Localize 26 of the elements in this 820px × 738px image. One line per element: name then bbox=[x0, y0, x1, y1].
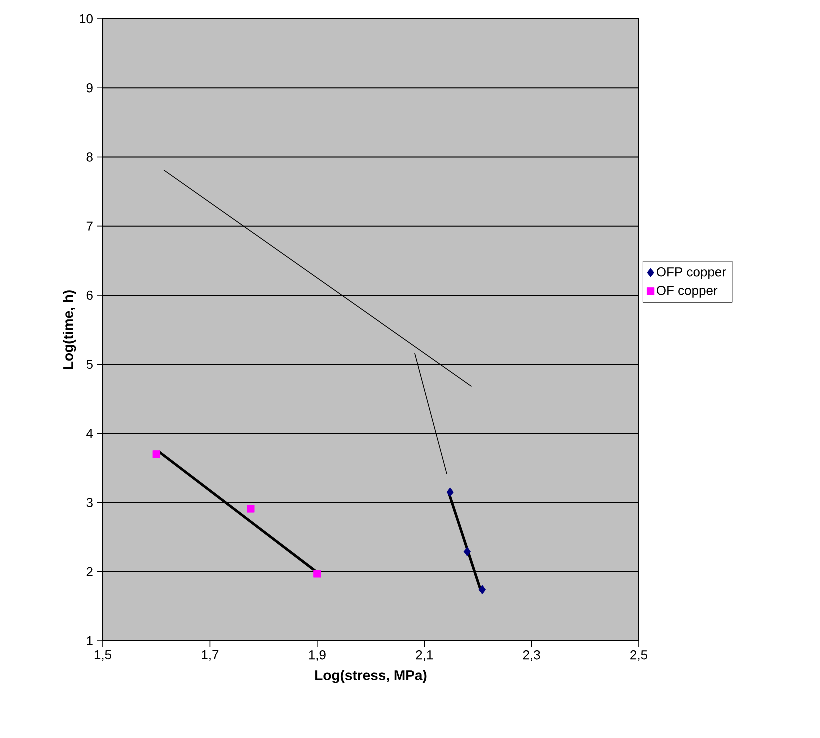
y-tick-label: 4 bbox=[86, 429, 94, 438]
x-tick-label: 2,5 bbox=[630, 650, 648, 662]
y-tick-label: 1 bbox=[87, 636, 93, 646]
y-tick-label: 9 bbox=[86, 84, 93, 93]
point bbox=[464, 547, 472, 557]
x-tick-label: 1,9 bbox=[309, 650, 326, 662]
y-tick-label: 8 bbox=[86, 152, 93, 162]
y-tick-label: 2 bbox=[86, 567, 93, 576]
legend-label: OFP copper bbox=[657, 268, 726, 280]
y-tick-label: 6 bbox=[86, 290, 93, 300]
x-tick-label: 2,3 bbox=[523, 650, 540, 662]
point bbox=[478, 585, 486, 595]
y-tick-label: 7 bbox=[86, 222, 93, 231]
x-tick-label: 2,1 bbox=[416, 650, 434, 662]
point bbox=[446, 488, 454, 498]
x-axis-title: Log(stress, MPa) bbox=[316, 670, 427, 684]
y-tick-label: 5 bbox=[86, 360, 93, 370]
x-tick-label: 1,7 bbox=[202, 650, 219, 662]
point bbox=[152, 450, 160, 458]
legend-label: OF copper bbox=[657, 286, 718, 298]
y-axis-title: Log(time, h) bbox=[63, 290, 76, 370]
point bbox=[314, 570, 322, 578]
y-tick-label: 10 bbox=[80, 14, 93, 24]
point bbox=[247, 505, 255, 513]
y-tick-label: 3 bbox=[86, 498, 93, 508]
x-tick-label: 1,5 bbox=[94, 650, 112, 662]
